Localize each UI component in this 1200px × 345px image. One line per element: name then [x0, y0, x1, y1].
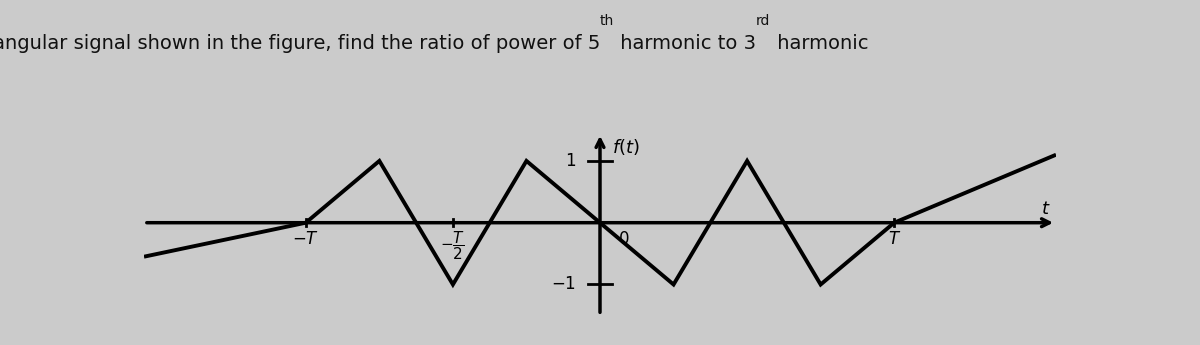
Text: $-T$: $-T$: [293, 230, 319, 248]
Text: $t$: $t$: [1040, 200, 1050, 218]
Text: harmonic to 3: harmonic to 3: [614, 33, 756, 53]
Text: rd: rd: [756, 14, 770, 28]
Text: $T$: $T$: [888, 230, 901, 248]
Text: $0$: $0$: [618, 230, 629, 248]
Text: $1$: $1$: [565, 152, 576, 170]
Text: $f(t)$: $f(t)$: [612, 137, 640, 157]
Text: $-\dfrac{T}{2}$: $-\dfrac{T}{2}$: [440, 229, 466, 262]
Text: th: th: [600, 14, 614, 28]
Text: $-1$: $-1$: [552, 276, 576, 294]
Text: For a periodic triangular signal shown in the figure, find the ratio of power of: For a periodic triangular signal shown i…: [0, 33, 600, 53]
Text: harmonic: harmonic: [770, 33, 868, 53]
